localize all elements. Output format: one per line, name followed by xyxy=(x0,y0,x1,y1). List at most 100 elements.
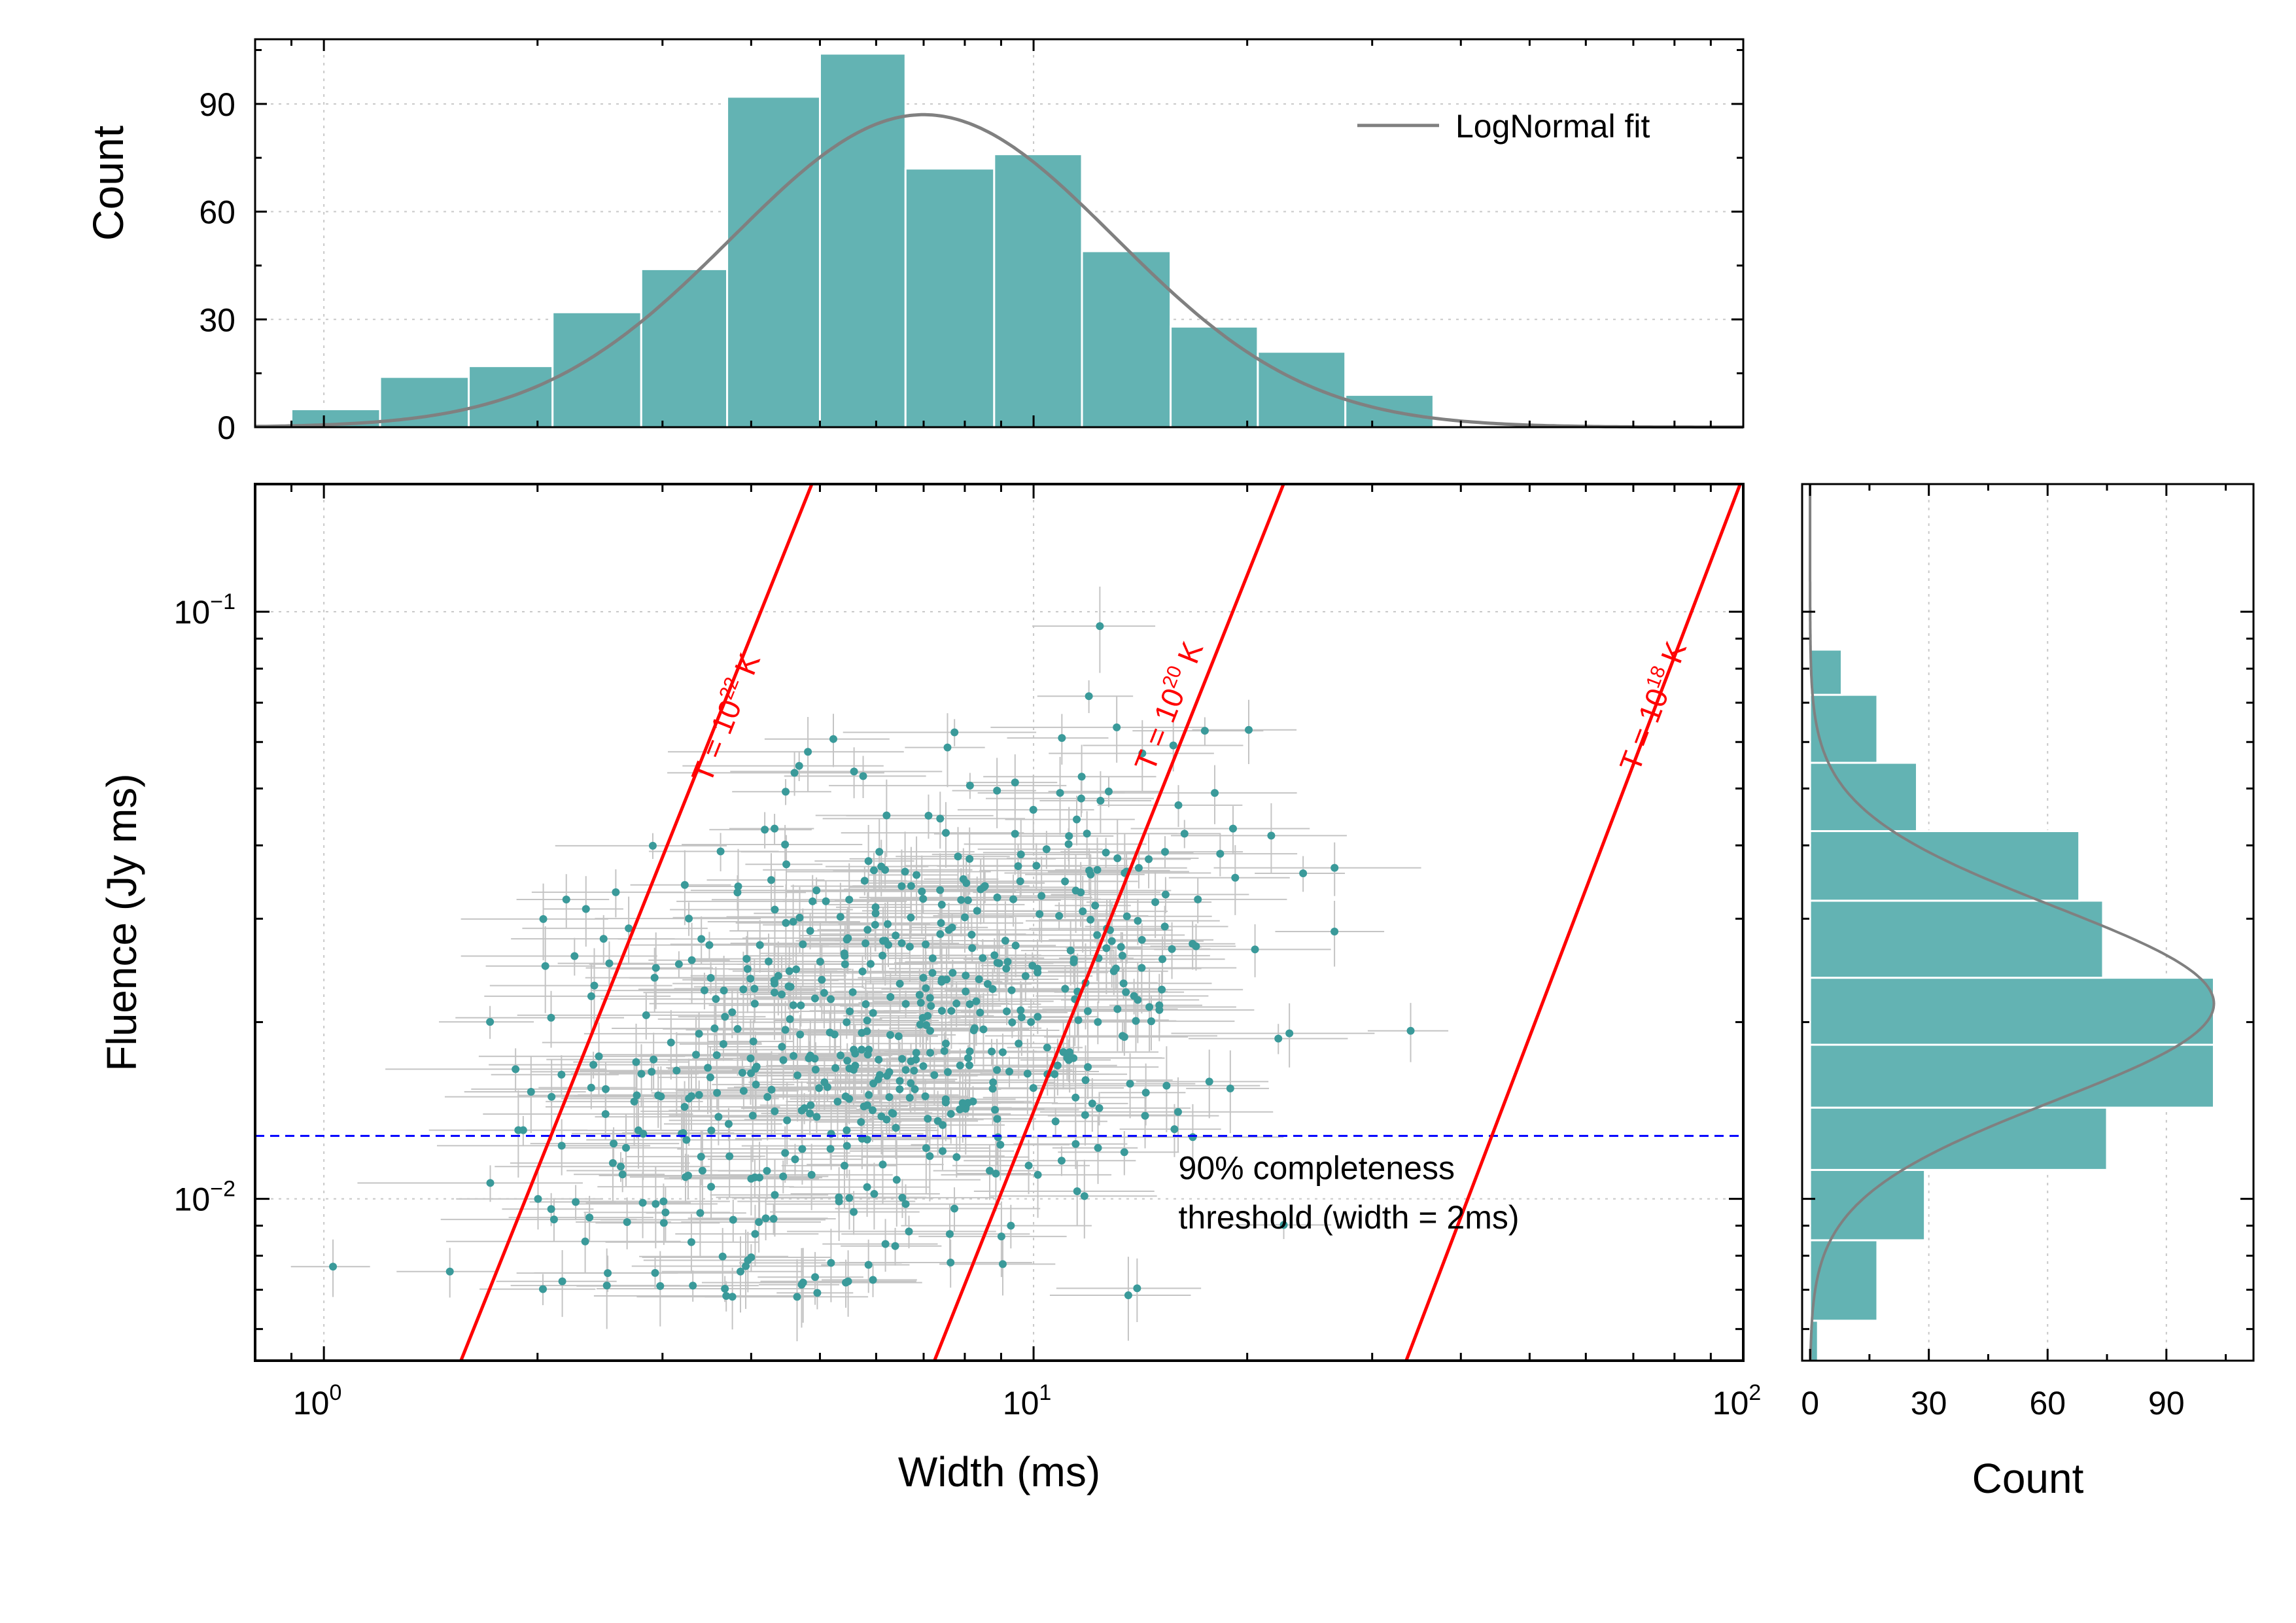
data-point xyxy=(979,954,987,962)
data-point xyxy=(793,1293,801,1301)
data-point xyxy=(445,1267,454,1276)
data-point xyxy=(864,857,873,865)
x-tick-label: 90 xyxy=(2148,1385,2185,1422)
data-point xyxy=(806,927,814,935)
data-point xyxy=(813,1289,822,1297)
data-point xyxy=(1109,967,1118,975)
data-point xyxy=(948,969,957,977)
data-point xyxy=(621,1143,630,1152)
data-point xyxy=(907,1057,915,1066)
data-point xyxy=(1007,986,1016,994)
x-tick-label: 100 xyxy=(293,1380,342,1422)
data-point xyxy=(796,1030,805,1039)
data-point xyxy=(739,985,748,994)
data-point xyxy=(1070,1054,1078,1062)
data-point xyxy=(805,1054,813,1062)
data-point xyxy=(807,1170,816,1179)
data-point xyxy=(1162,1081,1171,1090)
data-point xyxy=(572,1198,580,1206)
data-point xyxy=(941,1039,950,1048)
data-point xyxy=(790,769,799,777)
data-point xyxy=(936,930,945,938)
data-point xyxy=(767,1085,776,1094)
data-point xyxy=(601,1109,610,1118)
data-point xyxy=(1088,1099,1096,1108)
data-point xyxy=(1057,1157,1066,1165)
scatter-panel: T = 1022 KT = 1020 KT = 1018 K90% comple… xyxy=(98,483,1762,1495)
data-point xyxy=(1029,1084,1037,1092)
x-tick-label: 102 xyxy=(1713,1380,1762,1422)
data-point xyxy=(957,896,965,904)
temperature-line xyxy=(933,484,1285,1361)
data-point xyxy=(1002,964,1011,973)
data-point xyxy=(1161,848,1170,856)
data-point xyxy=(994,1133,1002,1142)
data-point xyxy=(1134,864,1143,872)
data-point xyxy=(804,748,812,756)
data-point xyxy=(692,1051,701,1059)
x-tick-base: 10 xyxy=(293,1385,330,1422)
data-point xyxy=(781,1026,790,1034)
data-point xyxy=(1228,824,1237,833)
data-point xyxy=(797,1106,806,1115)
data-point xyxy=(964,1054,972,1062)
data-point xyxy=(1331,864,1339,872)
data-point xyxy=(843,1126,851,1134)
data-point xyxy=(733,1024,742,1033)
x-tick-exponent: 2 xyxy=(1748,1380,1761,1405)
data-point xyxy=(869,1276,877,1284)
data-point xyxy=(659,1197,668,1206)
data-point xyxy=(822,897,830,905)
data-point xyxy=(956,1061,964,1070)
data-point xyxy=(590,981,599,990)
data-point xyxy=(991,1106,1000,1114)
data-point xyxy=(1244,725,1253,734)
data-point xyxy=(1174,1108,1182,1116)
data-point xyxy=(835,1197,843,1206)
data-point xyxy=(896,979,904,988)
data-point xyxy=(896,1085,904,1094)
y-axis-label: Fluence (Jy ms) xyxy=(98,773,145,1071)
data-point xyxy=(751,1230,759,1238)
data-point xyxy=(833,1098,842,1106)
data-point xyxy=(960,913,969,922)
data-point xyxy=(514,1126,523,1134)
data-point xyxy=(916,1021,924,1029)
data-point xyxy=(860,877,869,885)
histogram-bar xyxy=(1170,325,1259,428)
data-point xyxy=(548,1092,556,1101)
data-point xyxy=(1122,988,1130,996)
data-point xyxy=(1081,1111,1089,1119)
data-point xyxy=(756,941,764,949)
data-point xyxy=(763,1166,771,1175)
data-point xyxy=(743,965,752,973)
x-tick-label: 101 xyxy=(1003,1380,1052,1422)
data-point xyxy=(843,935,851,944)
data-point xyxy=(868,1106,877,1115)
temperature-line xyxy=(459,484,814,1361)
temperature-label-base: T = 10 xyxy=(1613,684,1675,776)
data-point xyxy=(541,962,549,970)
data-point xyxy=(795,761,803,770)
data-point xyxy=(1117,943,1125,951)
data-point xyxy=(979,883,988,892)
data-point xyxy=(1029,805,1037,814)
data-point xyxy=(1102,944,1111,952)
data-point xyxy=(993,1115,1001,1123)
histogram-bar xyxy=(1809,1043,2215,1109)
data-point xyxy=(697,935,706,943)
y-tick-label: 60 xyxy=(199,194,235,231)
data-point xyxy=(885,1068,894,1076)
data-point xyxy=(956,1105,964,1113)
histogram-bar xyxy=(1809,1106,2108,1171)
data-point xyxy=(843,1018,851,1026)
data-point xyxy=(1053,1061,1062,1070)
data-point xyxy=(962,879,971,887)
data-point xyxy=(1406,1026,1415,1035)
data-point xyxy=(1015,1039,1023,1048)
data-point xyxy=(595,1052,603,1060)
data-point xyxy=(863,1183,871,1191)
data-point xyxy=(924,1011,932,1020)
data-point xyxy=(1079,907,1087,916)
data-point xyxy=(722,1292,731,1300)
